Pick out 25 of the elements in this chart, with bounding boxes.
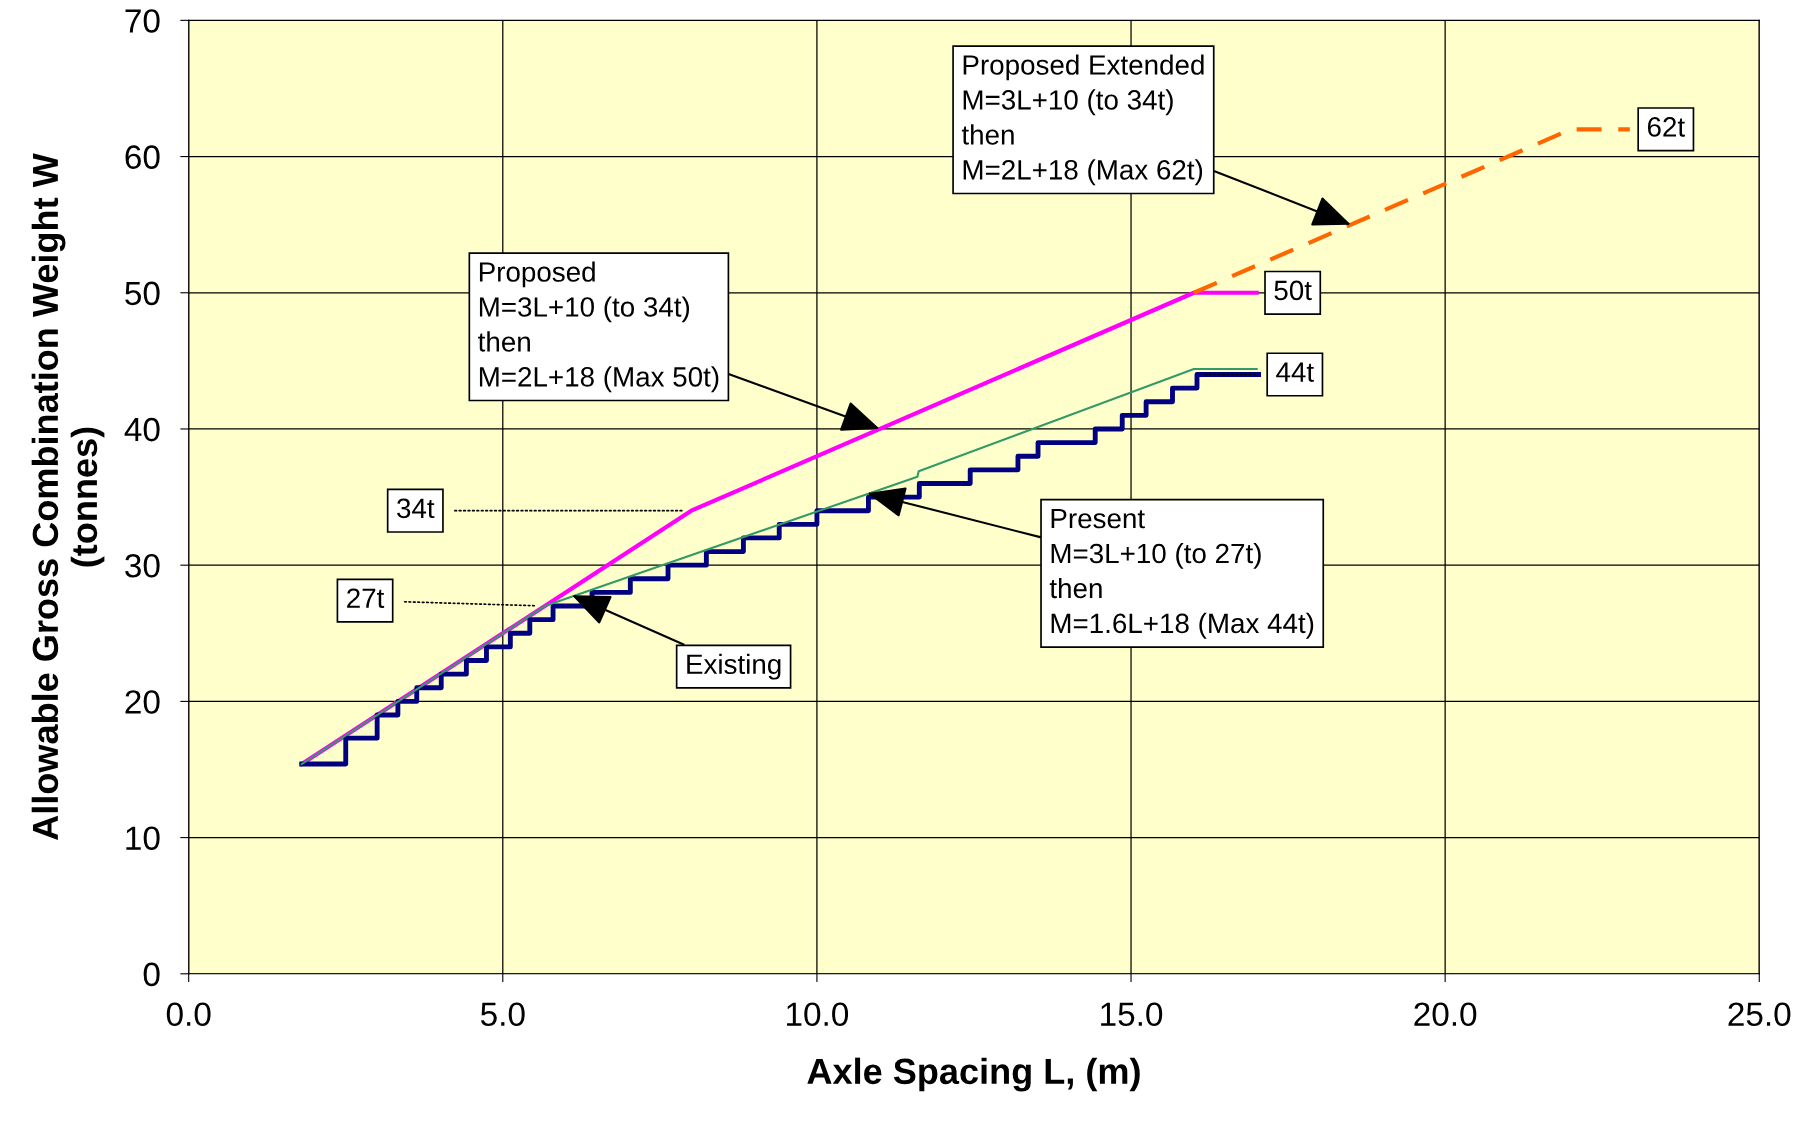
y-tick-label: 20 [125, 690, 160, 714]
y-tick-label: 40 [124, 417, 160, 442]
x-tick-label: 5.0 [480, 1002, 525, 1027]
annotation: 50t [1274, 280, 1312, 301]
y-tick-label: 30 [125, 553, 160, 578]
annotation: Present M=3L+10 (to 27t) then M=1.6L+18 (Max 44t) [1049, 508, 1314, 639]
x-tick-label: 10.0 [787, 1002, 849, 1027]
y-axis-title: Allowable Gross Combination Weight W (tonnes) [31, 153, 105, 840]
y-tick-label: 10 [126, 826, 160, 850]
y-tick-label: 50 [125, 281, 160, 306]
annotation: Proposed Extended M=3L+10 (to 34t) then M=2L+18 (Max 62t) [961, 54, 1204, 186]
annotation: Existing [687, 653, 781, 680]
x-tick-label: 25.0 [1728, 1002, 1791, 1027]
annotation: 27t [347, 588, 385, 608]
x-tick-label: 20.0 [1414, 1002, 1477, 1027]
x-tick-label: 0.0 [166, 1002, 211, 1027]
x-axis-title: Axle Spacing L, (m) [807, 1057, 1140, 1092]
annotation: Proposed M=3L+10 (to 34t) then M=2L+18 (Max 50t) [478, 261, 719, 393]
annotation: 44t [1276, 362, 1314, 382]
y-tick-label: 70 [125, 9, 160, 33]
y-tick-label: 60 [125, 145, 160, 169]
x-tick-label: 15.0 [1101, 1002, 1163, 1027]
y-tick-label: 0 [143, 962, 160, 987]
annotation: 62t [1647, 117, 1685, 137]
annotation: 34t [397, 498, 435, 519]
